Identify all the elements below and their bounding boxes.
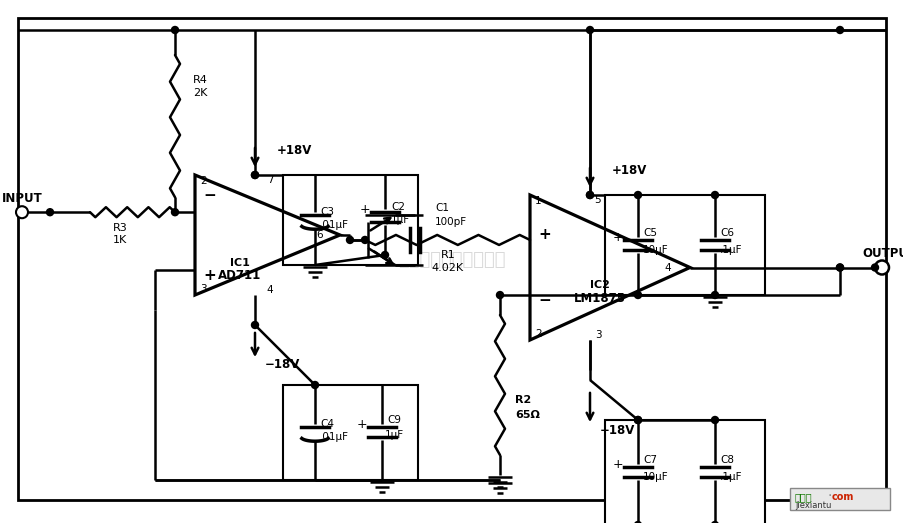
Text: 1μF: 1μF: [391, 215, 410, 225]
Text: +: +: [203, 267, 216, 282]
Circle shape: [870, 264, 878, 271]
Circle shape: [835, 264, 842, 271]
Text: 65Ω: 65Ω: [515, 410, 539, 420]
Text: 3: 3: [200, 284, 207, 294]
Text: 1: 1: [535, 196, 541, 206]
Text: −18V: −18V: [265, 358, 300, 371]
Circle shape: [251, 322, 258, 328]
Circle shape: [586, 27, 593, 33]
Text: 5: 5: [594, 195, 600, 205]
Circle shape: [496, 291, 503, 299]
Text: C9: C9: [386, 415, 401, 425]
Text: 2K: 2K: [192, 88, 207, 98]
Text: 7: 7: [266, 175, 273, 185]
Text: +: +: [612, 231, 623, 244]
Text: 杭州将睿科技有限公司: 杭州将睿科技有限公司: [398, 251, 505, 269]
Circle shape: [586, 191, 593, 199]
Circle shape: [381, 252, 388, 258]
Circle shape: [634, 416, 641, 424]
Text: 2: 2: [200, 176, 207, 186]
Text: R3: R3: [113, 223, 127, 233]
Text: .01μF: .01μF: [320, 432, 349, 442]
Text: 10μF: 10μF: [642, 245, 668, 255]
Text: R2: R2: [515, 395, 531, 405]
Text: C4: C4: [320, 419, 333, 429]
Circle shape: [835, 27, 842, 33]
Text: C1: C1: [434, 203, 449, 213]
Text: +18V: +18V: [276, 143, 312, 156]
Circle shape: [634, 416, 641, 424]
Circle shape: [634, 521, 641, 523]
Text: C6: C6: [719, 228, 733, 238]
Circle shape: [634, 191, 641, 199]
Circle shape: [711, 191, 718, 199]
Text: INPUT: INPUT: [2, 192, 42, 204]
Text: LM1875: LM1875: [573, 291, 625, 304]
Circle shape: [361, 236, 368, 243]
Text: .1μF: .1μF: [719, 245, 741, 255]
Text: −: −: [538, 292, 551, 308]
Circle shape: [711, 521, 718, 523]
Text: +: +: [538, 228, 551, 243]
Text: −18V: −18V: [600, 424, 635, 437]
Circle shape: [172, 27, 178, 33]
Bar: [604, 420, 764, 523]
Text: jiexiantu: jiexiantu: [794, 501, 831, 510]
Circle shape: [46, 209, 53, 215]
Circle shape: [251, 172, 258, 178]
Bar: [283, 385, 417, 480]
Text: 4: 4: [266, 285, 273, 295]
Text: .1μF: .1μF: [719, 472, 741, 482]
Bar: [604, 195, 764, 295]
Circle shape: [835, 264, 842, 271]
Text: C7: C7: [642, 455, 656, 465]
Text: +18V: +18V: [611, 164, 647, 176]
Text: R4: R4: [192, 75, 208, 85]
Circle shape: [634, 291, 641, 299]
Text: 1μF: 1μF: [385, 430, 404, 440]
Text: com: com: [831, 492, 853, 502]
Text: +: +: [357, 417, 367, 430]
Text: C8: C8: [719, 455, 733, 465]
Bar: [789, 488, 889, 510]
Circle shape: [16, 206, 28, 218]
Circle shape: [586, 191, 593, 199]
Text: C5: C5: [642, 228, 656, 238]
Text: 4.02K: 4.02K: [432, 263, 463, 273]
Circle shape: [346, 236, 353, 243]
Text: OUTPUT: OUTPUT: [861, 247, 903, 260]
Text: AD711: AD711: [219, 268, 261, 281]
Circle shape: [312, 381, 318, 389]
Text: R1: R1: [440, 250, 455, 260]
Text: −: −: [203, 188, 216, 202]
Circle shape: [251, 172, 258, 178]
Text: IC1: IC1: [229, 258, 249, 268]
Text: .01μF: .01μF: [320, 220, 349, 230]
Text: 100pF: 100pF: [434, 217, 467, 227]
Text: 3: 3: [594, 330, 600, 340]
Text: C2: C2: [391, 202, 405, 212]
Text: C3: C3: [320, 207, 333, 217]
Text: +: +: [359, 202, 370, 215]
Circle shape: [711, 291, 718, 299]
Circle shape: [874, 260, 888, 275]
Text: 6: 6: [316, 230, 323, 240]
Text: 接线图: 接线图: [794, 492, 812, 502]
Text: ·: ·: [827, 489, 832, 503]
Text: 1K: 1K: [113, 235, 127, 245]
Text: +: +: [612, 458, 623, 471]
Text: 10μF: 10μF: [642, 472, 668, 482]
Circle shape: [172, 209, 178, 215]
Bar: [283, 175, 417, 265]
Text: 2: 2: [535, 329, 541, 339]
Circle shape: [711, 416, 718, 424]
Text: 4: 4: [664, 263, 671, 272]
Text: IC2: IC2: [590, 280, 610, 290]
